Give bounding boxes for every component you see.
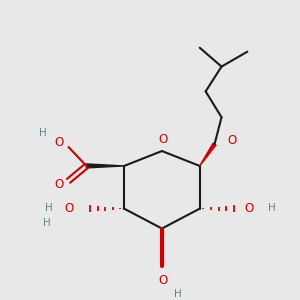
Text: H: H: [43, 218, 50, 228]
Text: O: O: [158, 274, 167, 287]
Polygon shape: [200, 143, 216, 166]
Text: O: O: [64, 202, 73, 215]
Text: O: O: [158, 133, 167, 146]
Text: O: O: [54, 178, 63, 191]
Text: H: H: [39, 128, 46, 138]
Text: O: O: [245, 202, 254, 215]
Text: O: O: [228, 134, 237, 147]
Text: O: O: [54, 136, 63, 148]
Text: H: H: [174, 289, 182, 299]
Text: H: H: [45, 203, 52, 213]
Polygon shape: [86, 164, 124, 168]
Text: H: H: [268, 203, 276, 213]
